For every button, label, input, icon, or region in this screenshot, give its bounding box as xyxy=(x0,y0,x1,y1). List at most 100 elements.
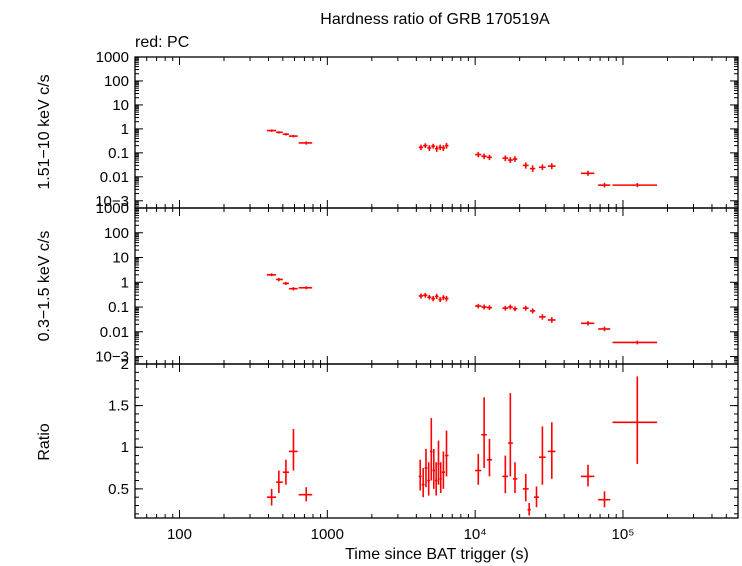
data-point xyxy=(486,438,492,477)
data-point xyxy=(427,294,432,300)
y-tick-label: 10 xyxy=(112,97,129,114)
data-point xyxy=(522,473,529,502)
data-point xyxy=(598,491,611,508)
data-point xyxy=(276,277,283,282)
y-tick-label: 1000 xyxy=(96,49,129,66)
data-point xyxy=(298,487,313,502)
data-point xyxy=(418,144,424,151)
ratio-ylabel: Ratio xyxy=(36,423,53,460)
data-point xyxy=(288,428,298,471)
data-point xyxy=(424,448,428,488)
data-point xyxy=(598,182,611,188)
data-point xyxy=(421,468,425,498)
data-point xyxy=(529,165,536,172)
y-tick-label: 10−3 xyxy=(95,349,129,366)
hard-band-panel: 1000 100 10 1 0.1 0.01 10−3 xyxy=(95,49,739,210)
data-point xyxy=(547,422,556,479)
data-point xyxy=(288,287,298,291)
data-point xyxy=(266,488,277,506)
data-point xyxy=(427,462,431,496)
data-point xyxy=(512,462,518,494)
data-point xyxy=(529,308,536,314)
data-point xyxy=(438,297,442,302)
plot-frame xyxy=(134,363,739,519)
data-point xyxy=(502,455,509,494)
data-point xyxy=(486,154,492,161)
data-point xyxy=(282,133,289,136)
hard-band-ylabel: 1.51−10 keV c/s xyxy=(36,74,53,189)
data-point xyxy=(502,305,509,311)
data-point xyxy=(266,129,277,132)
data-point xyxy=(580,464,595,487)
soft-band-ylabel: 0.3−1.5 keV c/s xyxy=(36,231,53,342)
data-point xyxy=(423,292,428,298)
data-point xyxy=(441,145,445,151)
data-point xyxy=(288,134,298,138)
x-tick-label: 1000 xyxy=(311,526,344,543)
y-tick-label: 0.01 xyxy=(100,324,129,341)
data-point xyxy=(444,430,449,477)
data-point xyxy=(276,131,283,134)
data-point xyxy=(538,426,546,485)
data-point xyxy=(437,440,440,485)
y-tick-label: 0.1 xyxy=(108,145,129,162)
data-point xyxy=(612,340,658,345)
data-point xyxy=(612,183,658,188)
y-tick-label: 2 xyxy=(121,356,129,373)
data-point xyxy=(538,164,546,171)
data-point xyxy=(512,306,518,312)
data-point xyxy=(444,142,449,149)
data-point xyxy=(475,151,482,158)
data-point xyxy=(486,305,492,310)
data-point xyxy=(502,155,509,162)
y-tick-label: 100 xyxy=(104,225,129,242)
data-point xyxy=(418,293,424,299)
data-point xyxy=(434,462,438,496)
data-point xyxy=(481,397,487,469)
data-point xyxy=(481,153,487,160)
y-tick-label: 1 xyxy=(121,121,129,138)
data-point xyxy=(580,170,595,176)
y-tick-label: 1.5 xyxy=(108,398,129,415)
y-tick-label: 0.01 xyxy=(100,169,129,186)
data-point xyxy=(547,317,556,323)
chart-title: Hardness ratio of GRB 170519A xyxy=(320,11,550,28)
plot-frame xyxy=(134,207,739,365)
data-point xyxy=(522,162,529,169)
soft-band-panel: 1000 100 10 1 0.1 0.01 10−3 xyxy=(95,200,739,366)
data-point xyxy=(441,295,445,301)
data-point xyxy=(475,303,482,309)
data-point xyxy=(266,273,277,277)
y-tick-label: 100 xyxy=(104,73,129,90)
data-point xyxy=(580,321,595,326)
data-point xyxy=(508,304,513,310)
y-tick-label: 10−3 xyxy=(95,193,129,210)
data-point xyxy=(282,459,289,485)
data-point xyxy=(508,393,513,477)
y-tick-label: 1 xyxy=(121,274,129,291)
data-point xyxy=(481,304,487,310)
x-tick-label: 100 xyxy=(167,526,192,543)
data-point xyxy=(444,295,449,302)
x-axis-label: Time since BAT trigger (s) xyxy=(345,546,529,563)
y-tick-label: 1 xyxy=(121,439,129,456)
data-point xyxy=(512,156,518,162)
data-point xyxy=(441,451,445,489)
y-tick-label: 0.5 xyxy=(108,481,129,498)
data-point xyxy=(508,157,513,163)
data-point xyxy=(432,448,435,489)
data-point xyxy=(276,470,283,494)
x-tick-label: 10⁴ xyxy=(464,526,487,543)
data-point xyxy=(438,144,442,151)
x-tick-label: 10⁵ xyxy=(612,526,635,543)
data-point xyxy=(282,281,289,285)
y-tick-label: 0.1 xyxy=(108,299,129,316)
data-point xyxy=(547,163,556,170)
data-point xyxy=(533,486,539,508)
legend-note: red: PC xyxy=(135,34,189,51)
data-point xyxy=(427,145,432,151)
data-point xyxy=(522,305,529,311)
data-point xyxy=(612,376,658,464)
data-point xyxy=(423,143,428,148)
